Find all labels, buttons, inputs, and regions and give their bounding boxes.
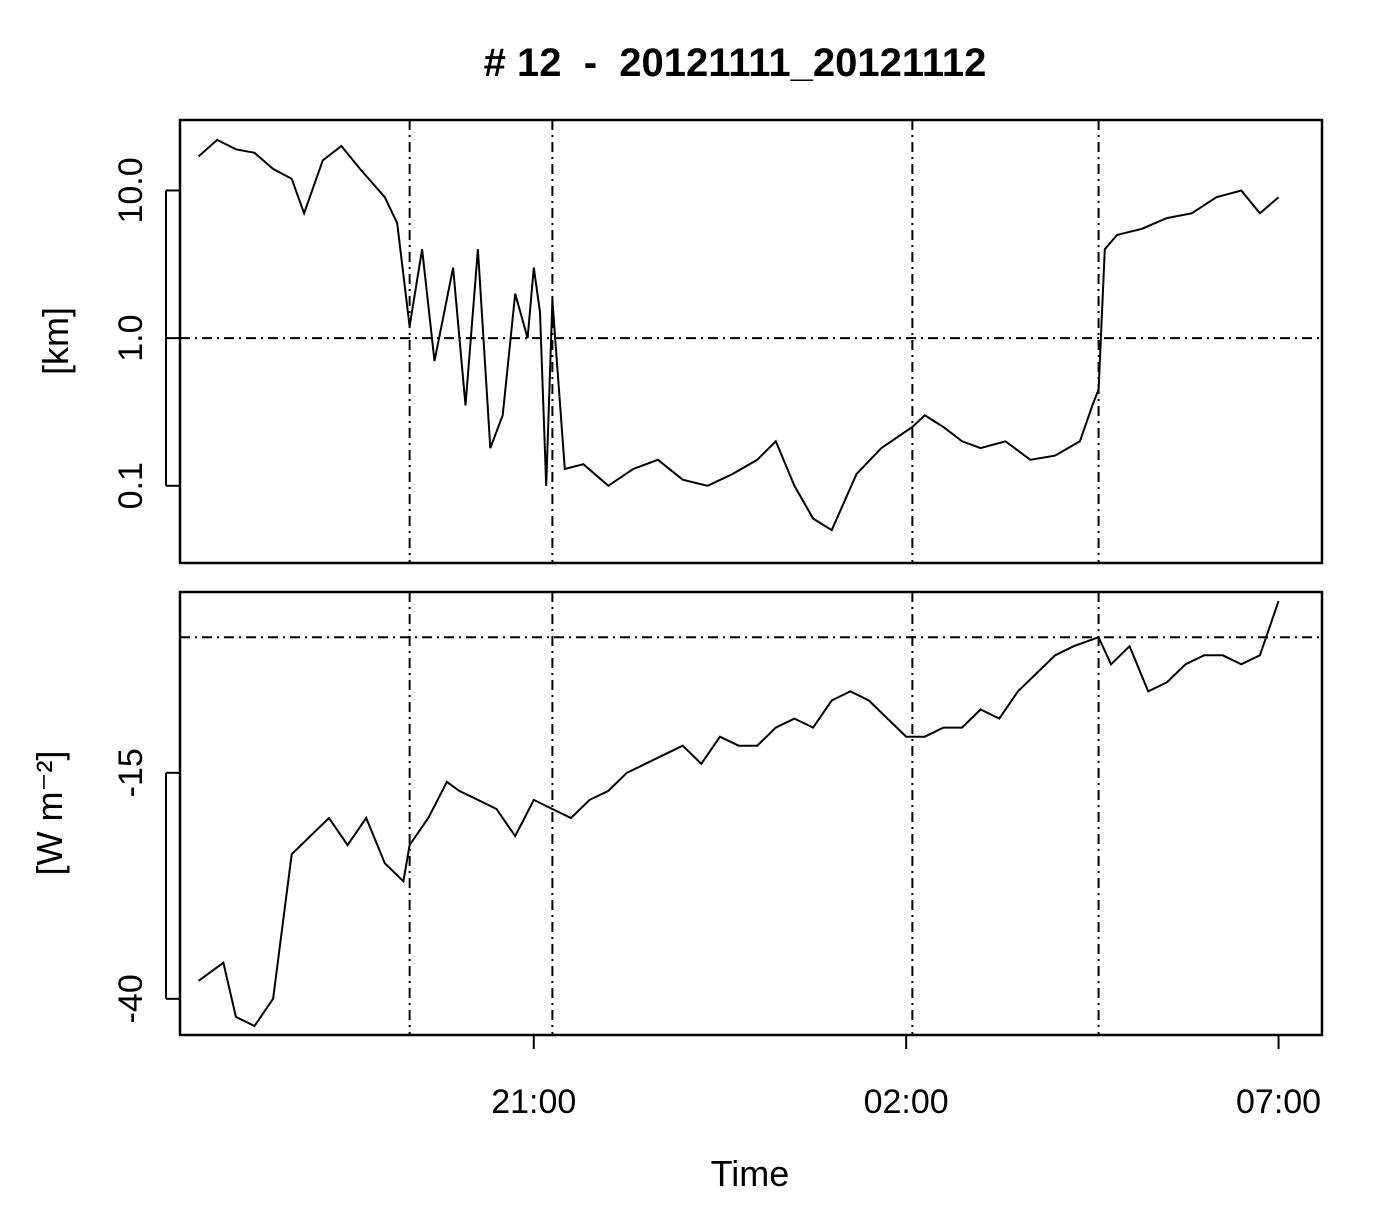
x-tick-label: 07:00: [1236, 1083, 1321, 1121]
chart-title: # 12 - 20121111_20121112: [484, 41, 987, 85]
panel-flux: [W m⁻²] -40 -15: [29, 590, 1324, 1037]
panel-distance-series-line: [197, 138, 1280, 532]
y-tick-label: -15: [112, 748, 150, 797]
panel-distance: [km] 0.1 1.0 10.0: [35, 118, 1324, 565]
panel-distance-frame: [178, 118, 1324, 565]
panel-distance-y-ticks: 0.1 1.0 10.0: [112, 157, 180, 509]
x-tick-label: 21:00: [491, 1083, 576, 1121]
y-tick-label: 1.0: [112, 314, 150, 361]
y-tick-label: 10.0: [112, 157, 150, 223]
panel-flux-ylabel: [W m⁻²]: [29, 751, 70, 876]
y-tick-label: -40: [112, 974, 150, 1023]
panel-distance-ylabel: [km]: [35, 307, 76, 375]
x-axis-label: Time: [711, 1153, 790, 1194]
x-axis: 21:00 02:00 07:00: [491, 1034, 1321, 1121]
panel-flux-y-ticks: -40 -15: [112, 748, 180, 1023]
panel-distance-reference-lines: [180, 120, 1322, 563]
x-tick-label: 02:00: [864, 1083, 949, 1121]
y-tick-label: 0.1: [112, 462, 150, 509]
panel-flux-frame: [178, 590, 1324, 1037]
panel-flux-reference-lines: [180, 592, 1322, 1035]
panel-flux-series-line: [198, 600, 1280, 1028]
